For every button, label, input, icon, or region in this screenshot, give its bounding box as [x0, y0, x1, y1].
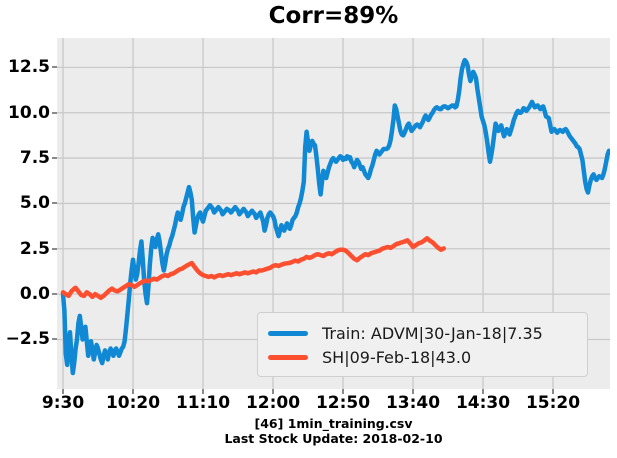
x-tick-mark: [62, 389, 65, 394]
y-tick-label: −2.5: [5, 329, 50, 350]
y-tick-label: 5.0: [19, 193, 50, 214]
y-tick-label: 7.5: [19, 148, 50, 169]
x-tick-label: 11:10: [175, 393, 231, 413]
y-tick-mark: [52, 293, 57, 296]
legend-label-sh: SH|09-Feb-18|43.0: [322, 348, 472, 368]
x-tick-label: 12:50: [315, 393, 371, 413]
train-series-line: [60, 57, 610, 376]
y-tick-label: 0.0: [19, 284, 50, 305]
y-tick-label: 2.5: [19, 238, 50, 259]
x-tick-mark: [482, 389, 485, 394]
y-tick-mark: [52, 247, 57, 250]
legend: Train: ADVM|30-Jan-18|7.35 SH|09-Feb-18|…: [257, 312, 588, 377]
x-tick-mark: [342, 389, 345, 394]
x-tick-mark: [132, 389, 135, 394]
legend-row-train: Train: ADVM|30-Jan-18|7.35: [268, 321, 577, 346]
x-tick-label: 9:30: [41, 393, 85, 413]
y-tick-label: 12.5: [8, 57, 50, 78]
sh-series-line: [60, 236, 447, 301]
x-tick-label: 15:20: [525, 393, 581, 413]
x-tick-mark: [552, 389, 555, 394]
x-tick-label: 13:40: [385, 393, 441, 413]
y-tick-mark: [52, 202, 57, 205]
x-tick-mark: [412, 389, 415, 394]
y-tick-label: 10.0: [8, 102, 50, 123]
x-tick-label: 14:30: [455, 393, 511, 413]
legend-label-train: Train: ADVM|30-Jan-18|7.35: [322, 323, 543, 343]
train-line-swatch: [268, 330, 308, 336]
x-tick-label: 12:00: [245, 393, 301, 413]
y-tick-mark: [52, 338, 57, 341]
sh-line-swatch: [268, 355, 308, 361]
x-tick-mark: [202, 389, 205, 394]
chart-title: Corr=89%: [268, 3, 399, 29]
y-tick-mark: [52, 111, 57, 114]
y-tick-mark: [52, 157, 57, 160]
x-tick-mark: [272, 389, 275, 394]
legend-row-sh: SH|09-Feb-18|43.0: [268, 346, 577, 371]
y-tick-mark: [52, 66, 57, 69]
footer-filename: [46] 1min_training.csv: [254, 416, 413, 431]
footer-last-update: Last Stock Update: 2018-02-10: [224, 431, 443, 446]
x-tick-label: 10:20: [105, 393, 161, 413]
